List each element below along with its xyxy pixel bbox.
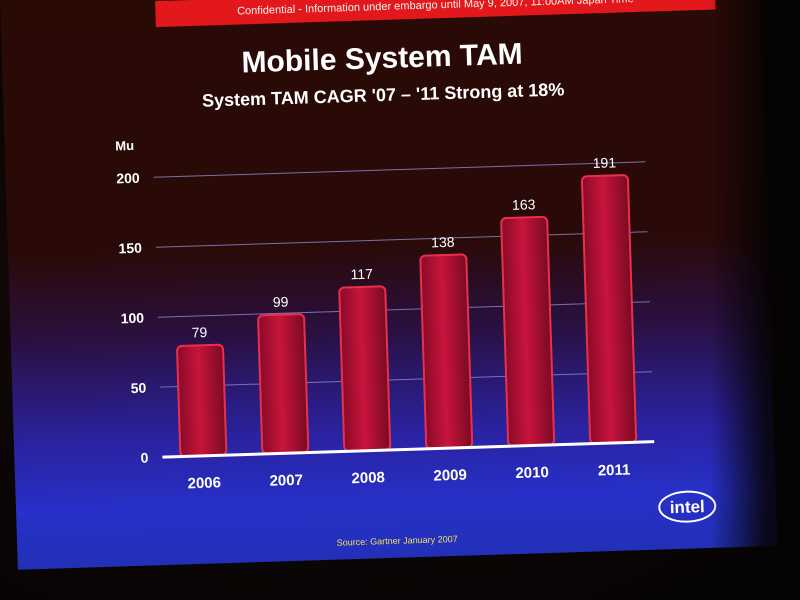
presentation-slide: Confidential - Information under embargo… <box>0 0 778 570</box>
x-tick-label: 2009 <box>433 467 467 485</box>
gridline <box>153 161 646 178</box>
y-tick-label: 150 <box>118 240 142 257</box>
bar <box>419 253 474 450</box>
y-tick-label: 200 <box>116 170 140 187</box>
x-tick-label: 2007 <box>269 472 303 490</box>
data-label: 163 <box>512 196 536 213</box>
data-label: 99 <box>273 293 289 309</box>
bar <box>257 313 310 455</box>
bar <box>580 174 638 445</box>
bar <box>500 215 556 448</box>
data-label: 79 <box>191 324 207 340</box>
gridline <box>158 301 650 318</box>
x-axis-baseline <box>162 440 655 459</box>
bar-chart: 0 50 100 150 200 Mu 79 2006 99 2007 117 2008 138 2009… <box>115 138 655 492</box>
gridline <box>155 231 648 248</box>
y-tick-label: 100 <box>120 310 144 327</box>
x-tick-label: 2011 <box>598 461 631 479</box>
svg-text:intel: intel <box>670 497 706 517</box>
x-tick-label: 2008 <box>351 469 385 487</box>
y-tick-label: 50 <box>130 380 146 396</box>
bar <box>338 285 392 453</box>
x-tick-label: 2006 <box>187 474 221 492</box>
data-label: 138 <box>431 234 455 251</box>
bar <box>176 343 228 458</box>
gridline <box>160 371 653 388</box>
y-tick-label: 0 <box>140 450 148 466</box>
x-tick-label: 2010 <box>515 464 549 482</box>
data-label: 117 <box>350 266 373 283</box>
intel-logo-icon: intel <box>658 490 717 523</box>
data-label: 191 <box>592 154 616 171</box>
y-axis-label: Mu <box>115 138 134 154</box>
